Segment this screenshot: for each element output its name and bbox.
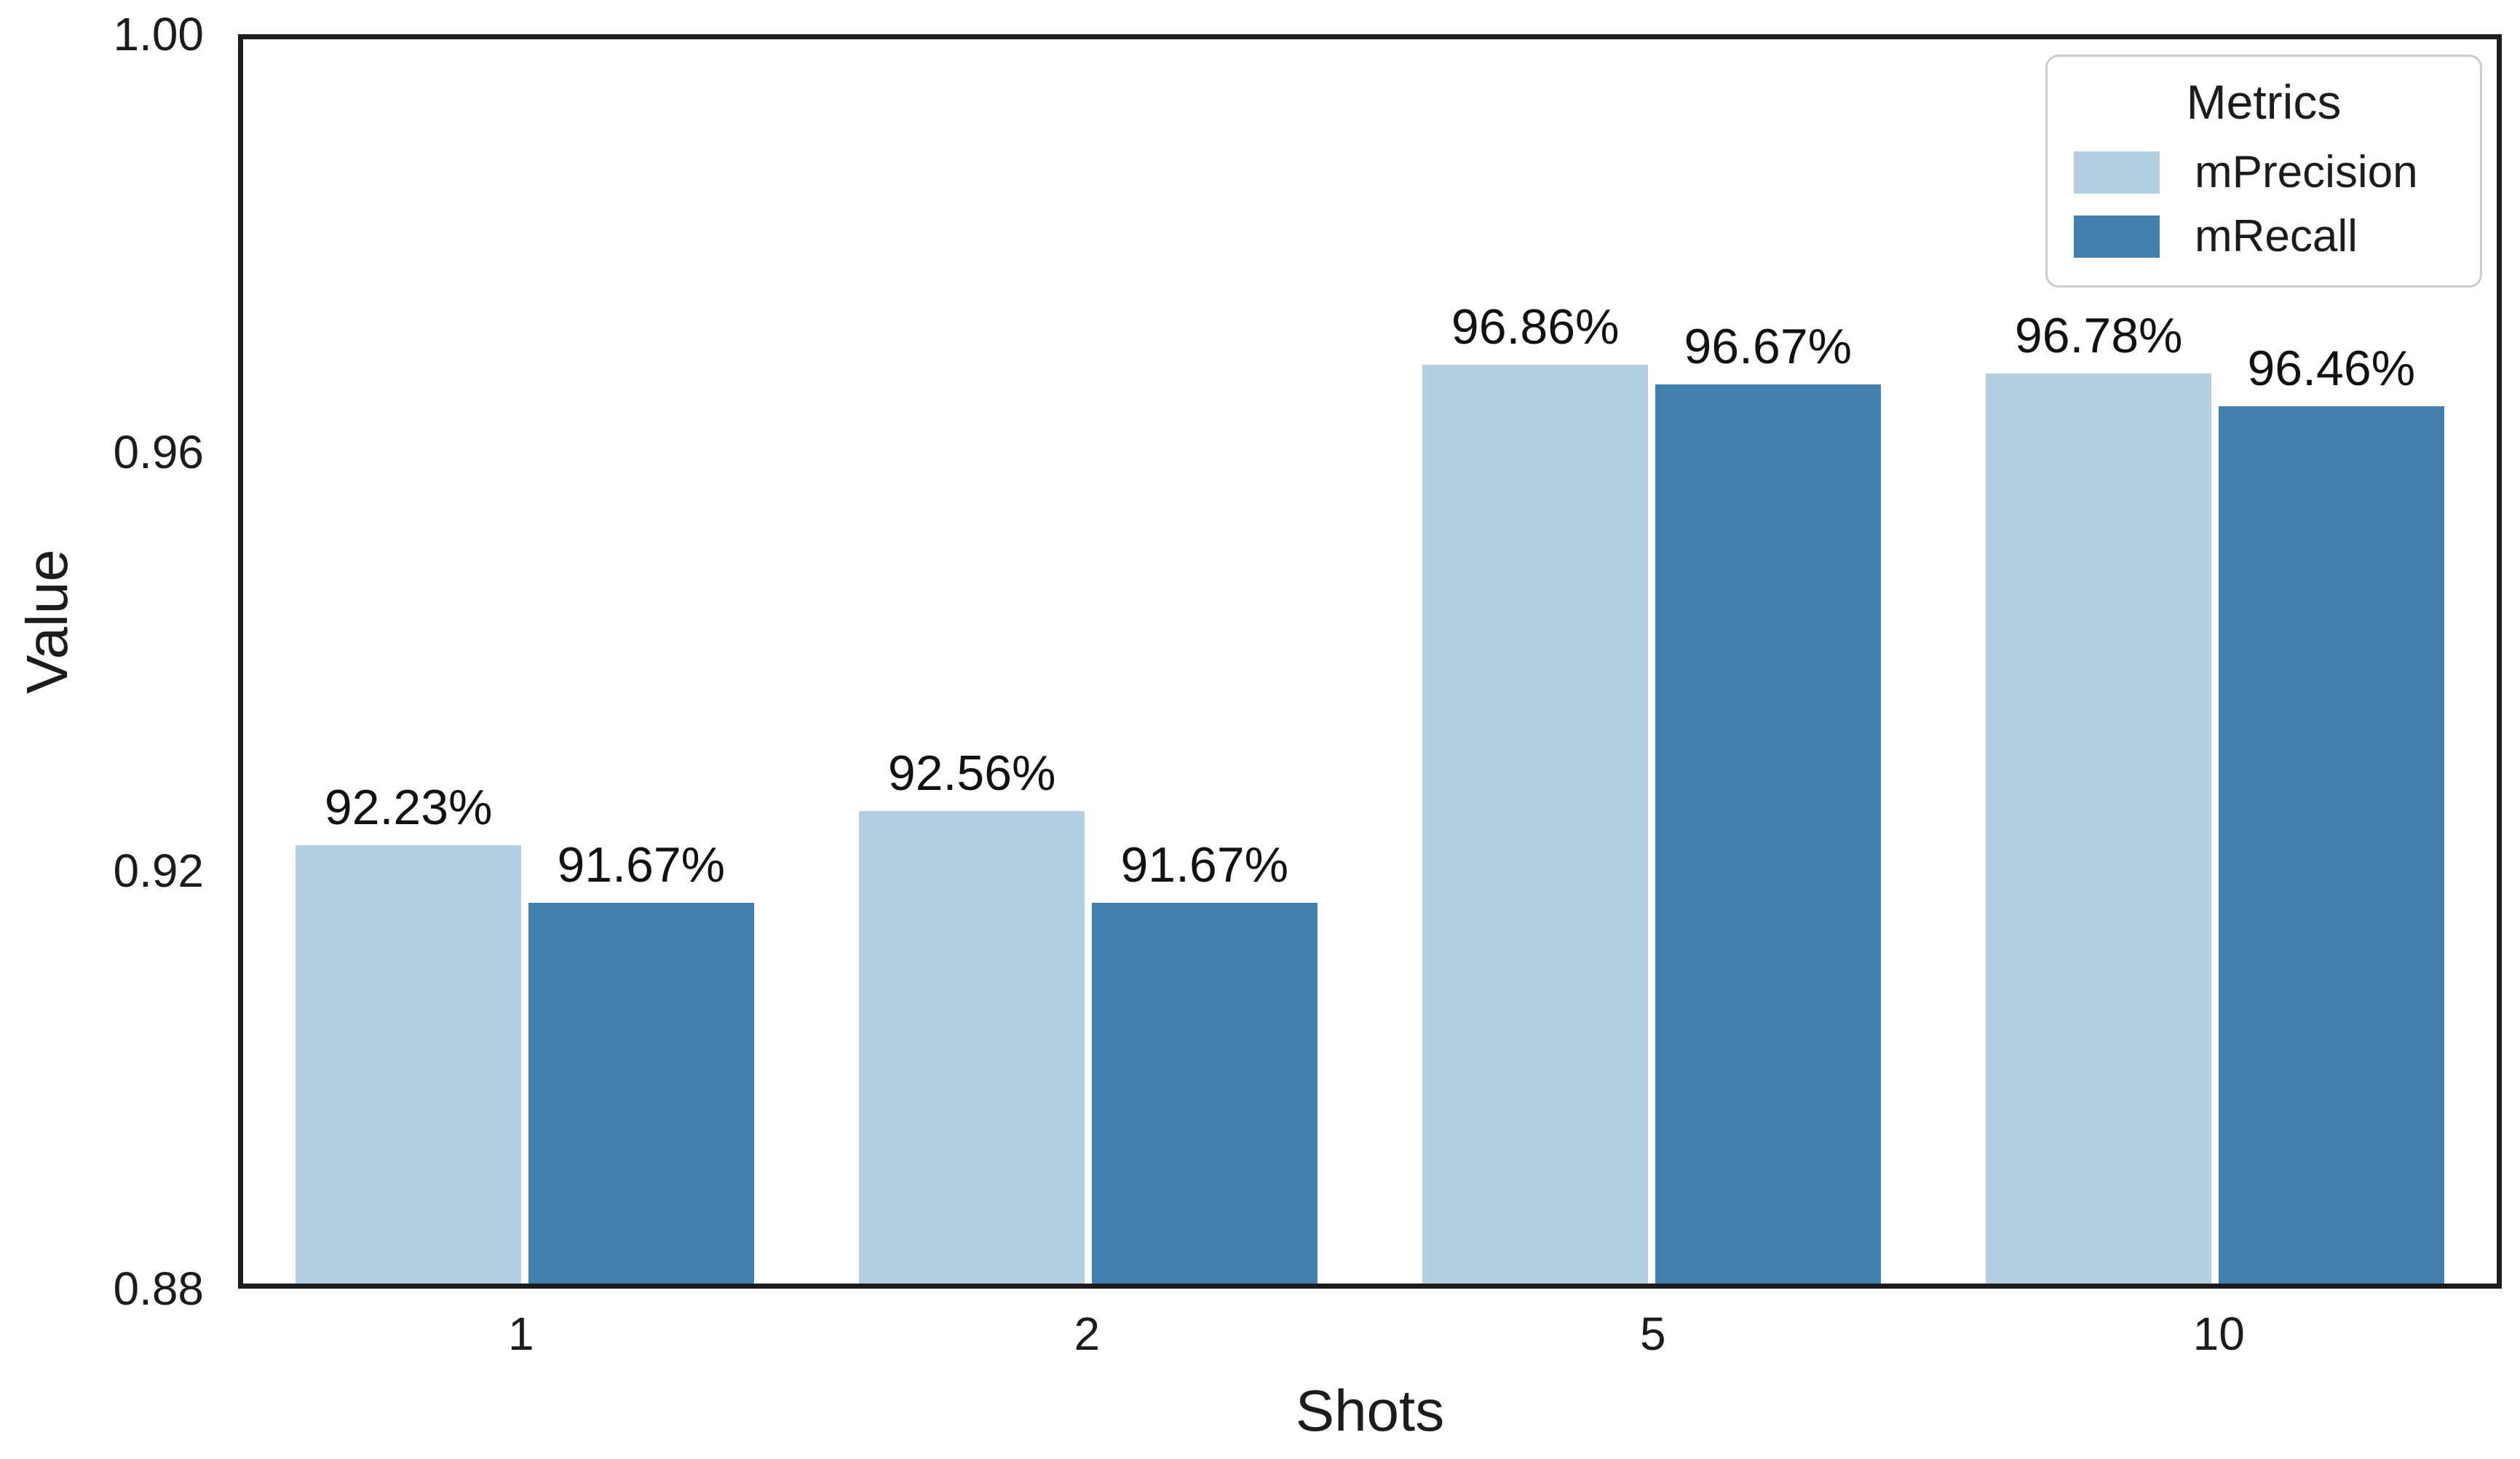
bar-mprecision-1 bbox=[296, 845, 521, 1284]
x-axis-title: Shots bbox=[1295, 1378, 1445, 1443]
bar-mprecision-10 bbox=[1986, 373, 2211, 1284]
bar-wrap: 96.67% bbox=[1655, 39, 1881, 1284]
mprecision-swatch-icon bbox=[2074, 151, 2160, 194]
x-tick-label: 10 bbox=[2192, 1308, 2245, 1360]
bar-value-label: 92.23% bbox=[324, 779, 493, 835]
bar-group-5: 96.86% 96.67% bbox=[1370, 39, 1933, 1284]
bar-value-label: 96.67% bbox=[1684, 319, 1853, 375]
legend-entry-mrecall: mRecall bbox=[2074, 214, 2454, 259]
bar-mrecall-1 bbox=[528, 903, 754, 1284]
bar-wrap: 91.67% bbox=[528, 39, 754, 1284]
y-tick-label: 0.92 bbox=[113, 844, 204, 897]
bar-wrap: 96.78% bbox=[1986, 39, 2211, 1284]
bar-wrap: 92.23% bbox=[296, 39, 521, 1284]
mrecall-swatch-icon bbox=[2074, 216, 2160, 258]
bar-wrap: 96.86% bbox=[1422, 39, 1648, 1284]
x-axis-tick-labels: 1 2 5 10 bbox=[238, 1310, 2502, 1357]
legend-entry-mprecision: mPrecision bbox=[2074, 150, 2454, 195]
legend-entry-label: mRecall bbox=[2195, 211, 2358, 261]
bar-group-10: 96.78% 96.46% bbox=[1933, 39, 2497, 1284]
bar-group-2: 92.56% 91.67% bbox=[807, 39, 1370, 1284]
bar-value-label: 96.46% bbox=[2247, 341, 2416, 397]
bar-wrap: 92.56% bbox=[859, 39, 1085, 1284]
legend: Metrics mPrecision mRecall bbox=[2045, 55, 2482, 288]
x-tick-label: 1 bbox=[507, 1308, 534, 1360]
bar-wrap: 91.67% bbox=[1092, 39, 1318, 1284]
legend-title: Metrics bbox=[2186, 75, 2342, 129]
y-axis-tick-labels: 0.88 0.92 0.96 1.00 bbox=[0, 11, 218, 1312]
legend-entry-label: mPrecision bbox=[2195, 147, 2418, 197]
x-tick-label: 2 bbox=[1074, 1308, 1101, 1360]
y-tick-label: 0.88 bbox=[113, 1262, 204, 1315]
bar-value-label: 91.67% bbox=[1120, 837, 1289, 893]
bar-value-label: 91.67% bbox=[557, 837, 726, 893]
bar-group-1: 92.23% 91.67% bbox=[243, 39, 807, 1284]
x-tick-label: 5 bbox=[1639, 1308, 1666, 1360]
bar-mrecall-5 bbox=[1655, 384, 1881, 1284]
bar-mrecall-10 bbox=[2219, 406, 2444, 1284]
y-tick-label: 1.00 bbox=[113, 8, 204, 60]
bar-mrecall-2 bbox=[1092, 903, 1318, 1284]
bar-value-label: 92.56% bbox=[887, 745, 1056, 801]
bar-mprecision-2 bbox=[859, 810, 1085, 1284]
y-tick-label: 0.96 bbox=[113, 426, 204, 479]
bar-value-label: 96.86% bbox=[1451, 299, 1620, 355]
bar-value-label: 96.78% bbox=[2014, 307, 2183, 363]
bar-mprecision-5 bbox=[1422, 365, 1648, 1284]
bar-wrap: 96.46% bbox=[2219, 39, 2444, 1284]
